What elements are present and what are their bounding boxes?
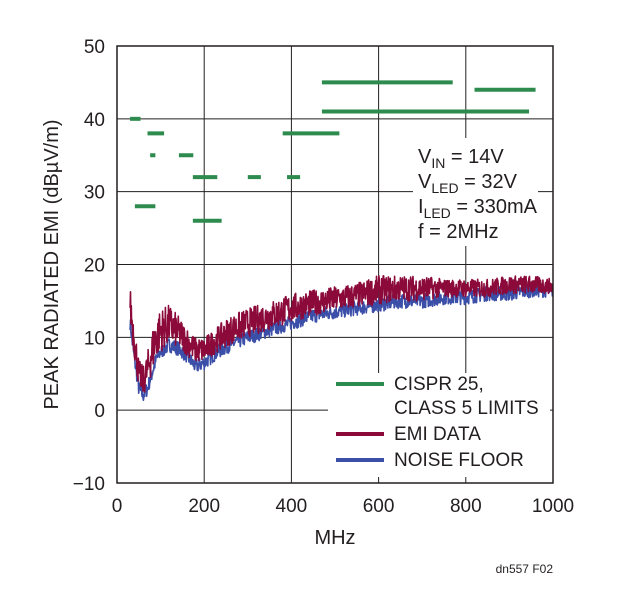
cispr-limit-series bbox=[130, 80, 536, 223]
y-tick-label: 10 bbox=[84, 328, 105, 349]
data-plot-area bbox=[129, 80, 554, 401]
x-axis-ticks: 0 200 400 600 800 1000 bbox=[112, 496, 574, 517]
legend-label: NOISE FLOOR bbox=[394, 450, 524, 471]
grid-lines bbox=[117, 46, 553, 483]
x-tick-label: 1000 bbox=[532, 496, 574, 517]
emi-data-series bbox=[129, 275, 554, 393]
y-tick-label: 30 bbox=[84, 183, 105, 204]
legend-entry: CISPR 25, CLASS 5 LIMITS bbox=[336, 374, 539, 419]
legend: CISPR 25, CLASS 5 LIMITS EMI DATA NOISE FLO… bbox=[336, 374, 539, 471]
condition-line: f = 2MHz bbox=[418, 221, 499, 243]
y-tick-label: −10 bbox=[73, 474, 105, 495]
x-tick-label: 600 bbox=[363, 496, 395, 517]
emi-data-series-trace bbox=[129, 275, 554, 393]
legend-entry: EMI DATA bbox=[336, 424, 481, 445]
condition-line: VIN = 14V bbox=[418, 146, 504, 171]
condition-line: VLED = 32V bbox=[418, 171, 518, 196]
legend-label: CISPR 25, CLASS 5 LIMITS bbox=[394, 374, 539, 419]
y-tick-label: 40 bbox=[84, 110, 105, 131]
condition-line: ILED = 330mA bbox=[418, 196, 538, 221]
x-axis-title: MHz bbox=[314, 527, 355, 549]
conditions-background bbox=[413, 138, 538, 246]
x-tick-label: 800 bbox=[450, 496, 482, 517]
x-tick-label: 400 bbox=[276, 496, 308, 517]
y-tick-label: 50 bbox=[84, 37, 105, 58]
y-tick-label: 0 bbox=[94, 401, 105, 422]
legend-label: EMI DATA bbox=[394, 424, 481, 445]
y-axis-ticks: 50 40 30 20 10 0 −10 bbox=[73, 37, 105, 495]
y-axis-title: PEAK RADIATED EMI (dBµV/m) bbox=[41, 119, 63, 409]
legend-entry: NOISE FLOOR bbox=[336, 450, 524, 471]
x-tick-label: 200 bbox=[188, 496, 220, 517]
figure-id: dn557 F02 bbox=[496, 562, 554, 576]
y-tick-label: 20 bbox=[84, 256, 105, 277]
plot-frame bbox=[116, 45, 554, 484]
x-tick-label: 0 bbox=[112, 496, 123, 517]
